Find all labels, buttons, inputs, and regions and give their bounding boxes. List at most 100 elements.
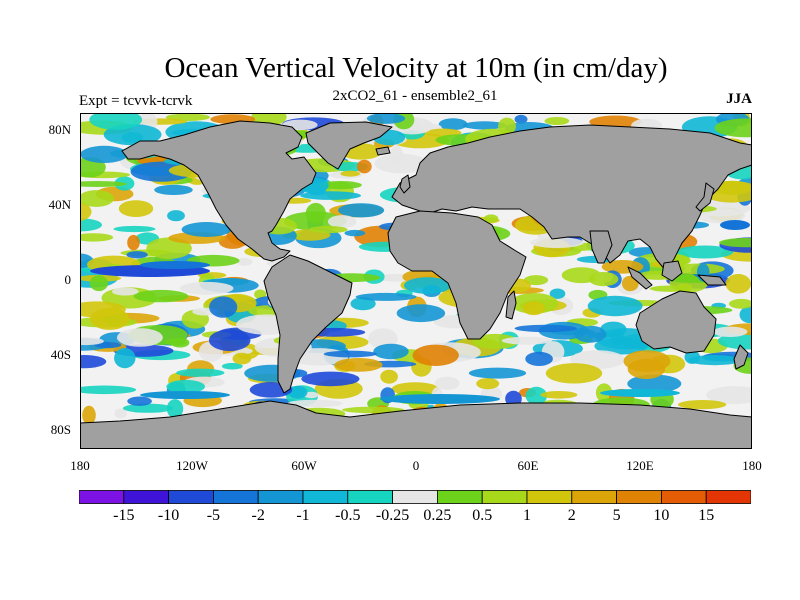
velocity-patch — [89, 275, 109, 292]
velocity-patch — [523, 275, 549, 286]
velocity-patch — [303, 391, 319, 399]
sumatra — [627, 266, 653, 290]
velocity-patch — [89, 113, 143, 130]
velocity-patch — [678, 400, 727, 410]
velocity-patch — [126, 251, 148, 259]
velocity-patch — [209, 296, 238, 318]
velocity-patch — [308, 226, 348, 234]
velocity-patch — [116, 328, 163, 347]
colorbar-label: -1 — [296, 507, 310, 524]
lat-tick-0: 0 — [64, 272, 72, 287]
colorbar-label: 1 — [523, 507, 531, 524]
velocity-patch — [514, 324, 577, 333]
colorbar-label: 0.5 — [472, 507, 493, 524]
velocity-patch — [300, 191, 361, 200]
velocity-band — [140, 391, 230, 399]
velocity-patch — [301, 371, 360, 387]
velocity-patch — [80, 181, 127, 187]
colorbar-box — [79, 490, 125, 504]
velocity-patch — [623, 350, 671, 372]
velocity-patch — [610, 329, 625, 346]
velocity-patch — [483, 214, 499, 223]
colorbar-label: 2 — [567, 507, 576, 524]
australia — [635, 290, 717, 354]
new-zealand — [733, 344, 749, 370]
velocity-patch — [167, 210, 185, 222]
velocity-patch — [514, 114, 528, 124]
lon-tick-0: 0 — [412, 458, 420, 473]
velocity-patch — [80, 145, 128, 163]
velocity-patch — [166, 399, 184, 419]
velocity-patch — [80, 301, 126, 318]
velocity-patch — [714, 118, 752, 138]
velocity-patch — [122, 403, 174, 413]
velocity-patch — [649, 285, 692, 292]
velocity-patch — [396, 304, 446, 323]
india — [589, 230, 613, 264]
velocity-patch — [412, 344, 459, 366]
velocity-patch — [133, 289, 189, 303]
velocity-patch — [80, 385, 137, 395]
colorbar-box — [392, 490, 438, 504]
colorbar-box — [661, 490, 707, 504]
colorbar-box — [257, 490, 304, 504]
colorbar-label: 15 — [698, 507, 715, 524]
antarctica — [80, 400, 752, 449]
great-britain — [399, 174, 411, 194]
velocity-patch — [438, 118, 468, 131]
colorbar-label: -2 — [251, 507, 265, 524]
velocity-patch — [334, 358, 383, 372]
colorbar-box — [302, 490, 349, 504]
eurasia — [391, 124, 752, 272]
velocity-patch — [94, 342, 122, 349]
velocity-patch — [525, 351, 553, 366]
colorbar-box — [526, 490, 573, 504]
velocity-patch — [739, 306, 752, 324]
velocity-patch — [589, 115, 642, 129]
colorbar-box — [168, 490, 214, 504]
lon-tick-60w: 60W — [291, 458, 317, 473]
velocity-patch — [706, 386, 752, 405]
colorbar — [79, 490, 751, 504]
velocity-patch — [545, 363, 603, 384]
velocity-patch — [627, 374, 682, 393]
velocity-patch — [80, 355, 107, 369]
velocity-patch — [676, 245, 734, 259]
velocity-band — [720, 220, 750, 230]
velocity-patch — [154, 184, 193, 195]
south-america — [263, 254, 353, 394]
velocity-patch — [472, 333, 519, 350]
velocity-patch — [587, 295, 643, 317]
velocity-patch — [236, 257, 253, 266]
map-subtitle: 2xCO2_61 - ensemble2_61 — [332, 88, 498, 104]
velocity-patch — [374, 153, 427, 174]
colorbar-box — [436, 490, 483, 504]
velocity-patch — [127, 396, 152, 406]
colorbar-label: -5 — [206, 507, 221, 524]
japan — [695, 182, 715, 212]
north-america — [121, 120, 317, 262]
velocity-patch — [111, 287, 139, 296]
lon-tick-120w: 120W — [176, 458, 208, 473]
velocity-patch — [696, 208, 746, 224]
madagascar — [505, 290, 517, 320]
velocity-patch — [176, 368, 225, 377]
velocity-patch — [118, 200, 154, 217]
velocity-patch — [80, 337, 104, 346]
lon-tick-120e: 120E — [626, 458, 654, 473]
colorbar-box — [123, 490, 169, 504]
velocity-patch — [522, 301, 545, 316]
velocity-patch — [338, 203, 385, 218]
velocity-patch — [588, 272, 619, 287]
experiment-label: Expt = tcvvk-tcrvk — [79, 93, 193, 109]
greenland — [305, 121, 393, 170]
lon-tick-60e: 60E — [517, 458, 539, 473]
velocity-patch — [462, 121, 507, 130]
velocity-patch — [468, 367, 527, 379]
lat-tick-80s: 80S — [50, 422, 71, 437]
velocity-patch — [80, 190, 114, 207]
borneo — [661, 260, 683, 282]
velocity-patch — [80, 202, 92, 222]
velocity-patch — [221, 362, 243, 370]
velocity-patch — [476, 378, 500, 390]
